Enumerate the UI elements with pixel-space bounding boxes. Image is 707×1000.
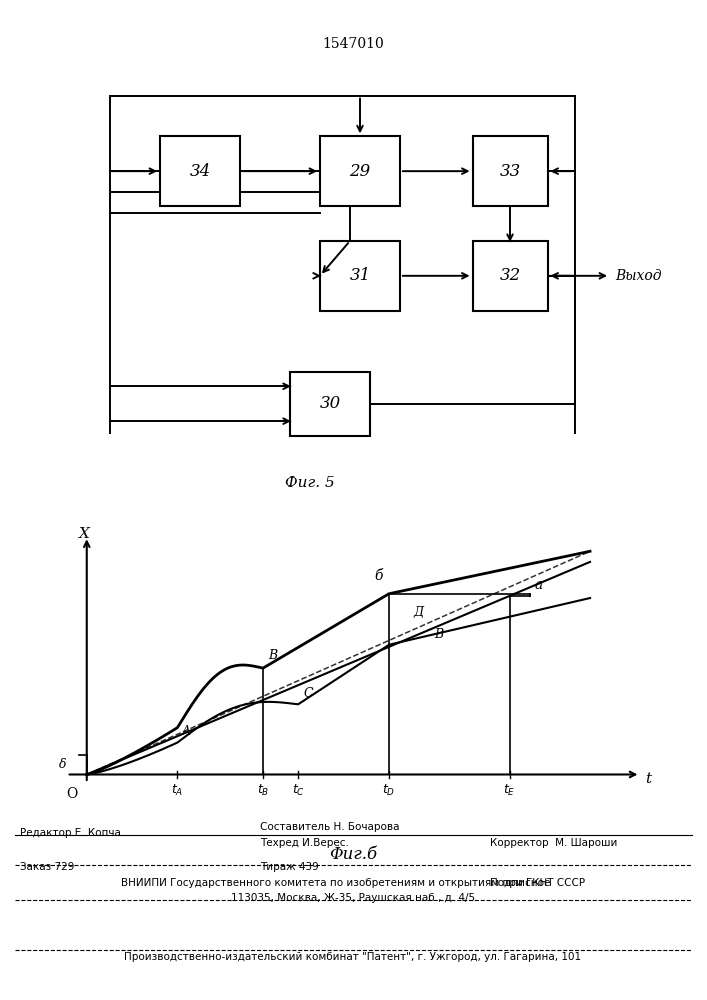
Text: B: B: [268, 649, 277, 662]
Text: Составитель Н. Бочарова: Составитель Н. Бочарова: [260, 822, 399, 832]
Text: Редактор Е. Копча: Редактор Е. Копча: [20, 828, 121, 838]
Text: $t_A$: $t_A$: [171, 783, 184, 798]
Text: Тираж 439: Тираж 439: [260, 862, 319, 872]
Text: 29: 29: [349, 163, 370, 180]
Text: Техред И.Верес.: Техред И.Верес.: [260, 838, 349, 848]
Text: δ: δ: [59, 758, 66, 771]
Text: $t_C$: $t_C$: [292, 783, 305, 798]
Text: Д: Д: [414, 606, 424, 619]
Text: Корректор  М. Шароши: Корректор М. Шароши: [490, 838, 617, 848]
Text: Φиг.б: Φиг.б: [329, 846, 378, 863]
Text: t: t: [645, 772, 652, 786]
Bar: [160, 136, 240, 206]
Text: ВНИИПИ Государственного комитета по изобретениям и открытиям при ГКНТ СССР: ВНИИПИ Государственного комитета по изоб…: [121, 878, 585, 888]
Text: 30: 30: [320, 395, 341, 412]
Text: 31: 31: [349, 267, 370, 284]
Text: $t_E$: $t_E$: [503, 783, 515, 798]
Text: a: a: [534, 578, 543, 592]
Text: Подписное: Подписное: [490, 878, 550, 888]
Bar: [472, 241, 547, 311]
Text: Производственно-издательский комбинат "Патент", г. Ужгород, ул. Гагарина, 101: Производственно-издательский комбинат "П…: [124, 952, 582, 962]
Text: A: A: [182, 725, 192, 738]
Text: X: X: [78, 527, 90, 541]
Text: C: C: [303, 687, 312, 700]
Bar: [320, 241, 400, 311]
Text: 113035, Москва, Ж-35, Раушская наб., д. 4/5: 113035, Москва, Ж-35, Раушская наб., д. …: [231, 893, 475, 903]
Bar: [320, 136, 400, 206]
Text: В: В: [435, 628, 443, 641]
Text: Выход: Выход: [615, 269, 662, 283]
Text: $t_D$: $t_D$: [382, 783, 395, 798]
Bar: [472, 136, 547, 206]
Text: 34: 34: [189, 163, 211, 180]
Text: 32: 32: [499, 267, 520, 284]
Text: Заказ 729: Заказ 729: [20, 862, 74, 872]
Bar: [290, 372, 370, 436]
Text: б: б: [375, 569, 383, 583]
Text: 1547010: 1547010: [322, 37, 384, 51]
Text: 33: 33: [499, 163, 520, 180]
Text: Фиг. 5: Фиг. 5: [285, 476, 335, 490]
Text: O: O: [66, 787, 77, 801]
Text: $t_B$: $t_B$: [257, 783, 269, 798]
